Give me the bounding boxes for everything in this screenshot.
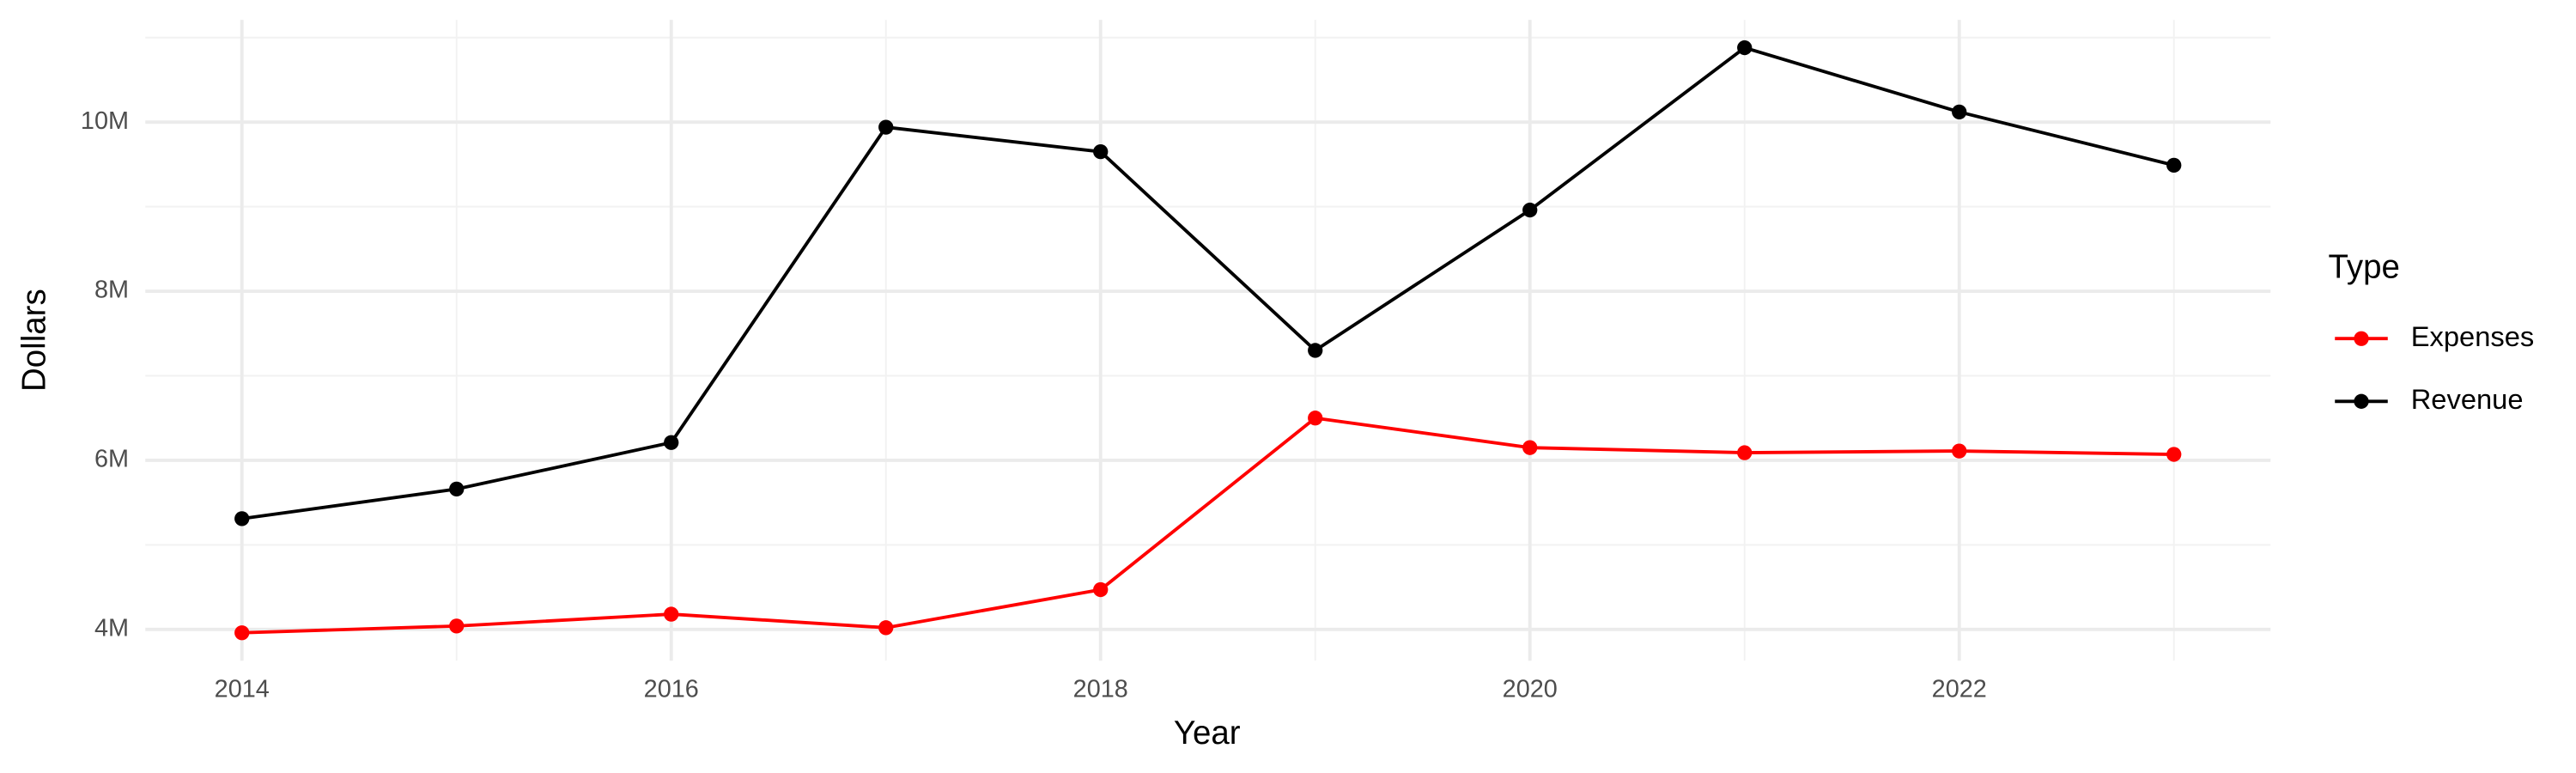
point <box>2166 447 2182 462</box>
y-tick-label: 6M <box>94 446 129 473</box>
point <box>878 620 894 636</box>
point <box>664 606 679 622</box>
legend-label: Expenses <box>2411 320 2535 352</box>
point <box>1737 40 1753 56</box>
y-tick-label: 10M <box>81 107 129 135</box>
y-axis-title: Dollars <box>15 289 52 392</box>
legend-title: Type <box>2329 249 2400 286</box>
point <box>234 625 250 641</box>
point <box>878 119 894 135</box>
legend-label: Revenue <box>2411 383 2524 415</box>
x-tick-label: 2016 <box>644 675 699 703</box>
point <box>1522 202 1538 218</box>
y-tick-label: 8M <box>94 277 129 304</box>
point <box>1308 343 1323 358</box>
x-tick-label: 2014 <box>215 675 270 703</box>
legend-point <box>2354 331 2369 346</box>
point <box>1952 443 1967 459</box>
x-tick-label: 2018 <box>1073 675 1128 703</box>
x-tick-label: 2020 <box>1503 675 1558 703</box>
legend-point <box>2354 393 2369 409</box>
point <box>2166 157 2182 173</box>
point <box>664 435 679 450</box>
point <box>1093 581 1109 598</box>
point <box>449 481 465 497</box>
point <box>234 511 250 526</box>
point <box>449 618 465 634</box>
y-tick-label: 4M <box>94 614 129 642</box>
point <box>1308 411 1323 426</box>
x-tick-label: 2022 <box>1932 675 1987 703</box>
line <box>241 416 2174 635</box>
point <box>1737 445 1753 460</box>
point <box>1952 104 1967 120</box>
point <box>1522 440 1538 455</box>
point <box>1093 143 1109 160</box>
line <box>241 46 2175 520</box>
x-axis-title: Year <box>1174 715 1241 752</box>
